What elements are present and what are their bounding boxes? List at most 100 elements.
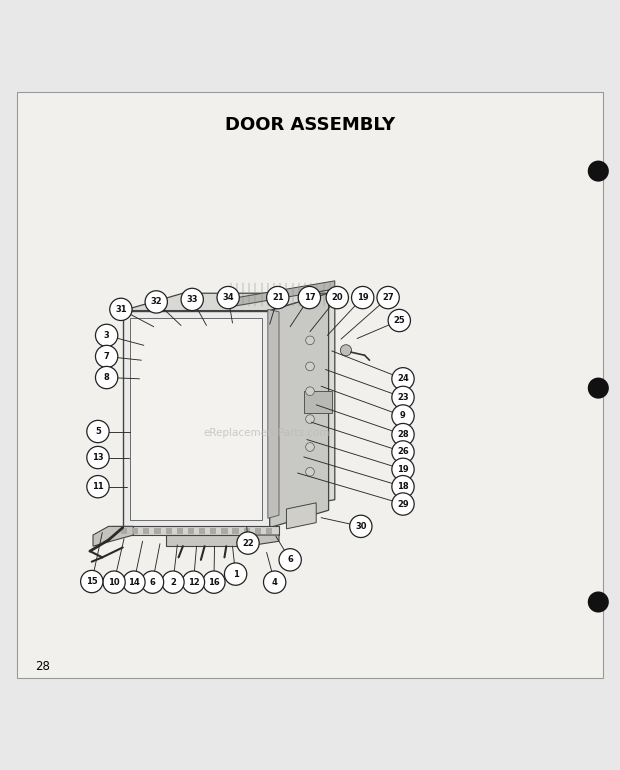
Text: 26: 26 bbox=[397, 447, 409, 457]
Circle shape bbox=[110, 298, 132, 320]
Text: 11: 11 bbox=[92, 482, 104, 491]
Polygon shape bbox=[123, 310, 270, 527]
Circle shape bbox=[162, 571, 184, 594]
Text: 10: 10 bbox=[108, 578, 120, 587]
Circle shape bbox=[203, 571, 225, 594]
Polygon shape bbox=[221, 527, 228, 534]
Text: 9: 9 bbox=[400, 411, 406, 420]
Text: 32: 32 bbox=[151, 297, 162, 306]
Circle shape bbox=[392, 476, 414, 498]
Text: 34: 34 bbox=[223, 293, 234, 302]
Polygon shape bbox=[143, 527, 149, 534]
Circle shape bbox=[352, 286, 374, 309]
Text: 12: 12 bbox=[188, 578, 199, 587]
Polygon shape bbox=[247, 535, 279, 546]
Circle shape bbox=[224, 563, 247, 585]
Text: 21: 21 bbox=[272, 293, 283, 302]
Circle shape bbox=[87, 420, 109, 443]
Circle shape bbox=[306, 415, 314, 424]
Polygon shape bbox=[177, 527, 183, 534]
Circle shape bbox=[279, 549, 301, 571]
Circle shape bbox=[350, 515, 372, 537]
Polygon shape bbox=[166, 535, 247, 546]
Circle shape bbox=[103, 571, 125, 594]
Text: 6: 6 bbox=[287, 555, 293, 564]
Circle shape bbox=[267, 286, 289, 309]
Polygon shape bbox=[154, 527, 161, 534]
Text: 6: 6 bbox=[149, 578, 156, 587]
Circle shape bbox=[306, 387, 314, 396]
Polygon shape bbox=[130, 318, 262, 521]
Text: 30: 30 bbox=[355, 522, 366, 531]
Text: 14: 14 bbox=[128, 578, 140, 587]
Text: 18: 18 bbox=[397, 482, 409, 491]
Polygon shape bbox=[226, 289, 335, 518]
Text: 31: 31 bbox=[115, 305, 126, 314]
Circle shape bbox=[392, 440, 414, 463]
Circle shape bbox=[264, 571, 286, 594]
Circle shape bbox=[237, 532, 259, 554]
Circle shape bbox=[392, 424, 414, 446]
Text: 33: 33 bbox=[187, 295, 198, 304]
Polygon shape bbox=[232, 527, 239, 534]
Circle shape bbox=[87, 476, 109, 498]
Text: 27: 27 bbox=[383, 293, 394, 302]
Text: 23: 23 bbox=[397, 393, 409, 402]
Circle shape bbox=[392, 458, 414, 480]
Text: 24: 24 bbox=[397, 374, 409, 383]
Polygon shape bbox=[270, 293, 329, 527]
Text: 8: 8 bbox=[104, 373, 110, 382]
Text: eReplacementParts.com: eReplacementParts.com bbox=[203, 428, 330, 438]
Text: 22: 22 bbox=[242, 538, 254, 547]
Text: 28: 28 bbox=[397, 430, 409, 439]
Circle shape bbox=[588, 377, 609, 399]
Circle shape bbox=[141, 571, 164, 594]
Polygon shape bbox=[188, 527, 194, 534]
Polygon shape bbox=[268, 310, 279, 518]
Polygon shape bbox=[244, 527, 250, 534]
Text: 1: 1 bbox=[232, 570, 239, 578]
Circle shape bbox=[392, 387, 414, 409]
Circle shape bbox=[306, 467, 314, 476]
Text: 25: 25 bbox=[394, 316, 405, 325]
Circle shape bbox=[306, 362, 314, 370]
Text: 5: 5 bbox=[95, 427, 101, 436]
Circle shape bbox=[392, 493, 414, 515]
Circle shape bbox=[81, 571, 103, 593]
Polygon shape bbox=[304, 391, 332, 413]
Circle shape bbox=[95, 345, 118, 367]
Circle shape bbox=[388, 310, 410, 332]
Circle shape bbox=[181, 288, 203, 310]
Circle shape bbox=[145, 291, 167, 313]
Polygon shape bbox=[112, 527, 279, 535]
Circle shape bbox=[326, 286, 348, 309]
Circle shape bbox=[123, 571, 145, 594]
Circle shape bbox=[298, 286, 321, 309]
Circle shape bbox=[392, 405, 414, 427]
Text: 2: 2 bbox=[170, 578, 176, 587]
Circle shape bbox=[340, 345, 352, 356]
Circle shape bbox=[588, 591, 609, 613]
Polygon shape bbox=[132, 527, 138, 534]
Polygon shape bbox=[166, 527, 172, 534]
Text: 4: 4 bbox=[272, 578, 278, 587]
Text: 20: 20 bbox=[332, 293, 343, 302]
Text: 16: 16 bbox=[208, 578, 219, 587]
Text: 29: 29 bbox=[397, 500, 409, 508]
Polygon shape bbox=[266, 527, 272, 534]
Polygon shape bbox=[286, 503, 316, 529]
Polygon shape bbox=[255, 527, 261, 534]
Text: 28: 28 bbox=[35, 660, 50, 673]
Text: 19: 19 bbox=[397, 465, 409, 474]
Text: 7: 7 bbox=[104, 352, 110, 361]
Text: 19: 19 bbox=[357, 293, 368, 302]
Polygon shape bbox=[226, 281, 335, 307]
Polygon shape bbox=[210, 527, 216, 534]
Text: 17: 17 bbox=[304, 293, 315, 302]
Circle shape bbox=[392, 367, 414, 390]
Polygon shape bbox=[121, 527, 127, 534]
Circle shape bbox=[217, 286, 239, 309]
Text: 3: 3 bbox=[104, 331, 110, 340]
Text: 15: 15 bbox=[86, 577, 97, 586]
Circle shape bbox=[377, 286, 399, 309]
